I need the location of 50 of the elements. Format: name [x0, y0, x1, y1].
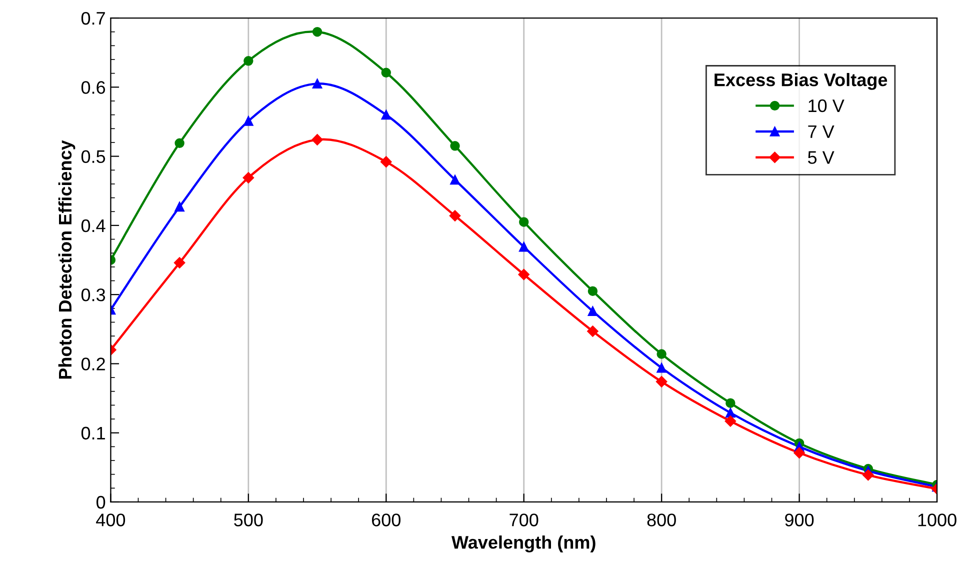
y-tick-label: 0.3: [81, 288, 106, 302]
y-tick-label: 0.7: [81, 12, 105, 25]
point: [174, 202, 184, 212]
point: [449, 210, 461, 222]
point: [588, 286, 598, 296]
y-tick-label: 0.6: [81, 81, 106, 94]
point: [312, 26, 322, 37]
x-tick-label: 600: [372, 514, 400, 526]
point: [174, 138, 184, 148]
point: [656, 376, 668, 388]
point: [380, 156, 392, 168]
x-axis-title: Wavelength (nm): [451, 535, 596, 552]
point: [450, 141, 460, 151]
point: [518, 242, 529, 252]
point: [862, 469, 874, 481]
point: [794, 447, 805, 458]
point: [381, 110, 391, 120]
y-tick-label: 0: [96, 496, 106, 509]
point: [587, 326, 598, 337]
x-tick-label: 500: [234, 514, 263, 526]
x-tick-label: 800: [647, 514, 676, 526]
x-tick-label: 900: [785, 514, 814, 526]
point: [726, 398, 736, 408]
point: [724, 415, 736, 427]
point: [518, 217, 529, 227]
x-tick-label: 700: [510, 514, 538, 526]
point: [450, 174, 460, 185]
point: [656, 362, 666, 373]
y-tick-label: 0.2: [81, 358, 105, 370]
y-tick-label: 0.5: [81, 150, 106, 164]
x-tick-label: 1000: [918, 514, 956, 526]
point: [174, 257, 186, 268]
point: [244, 56, 254, 66]
point: [312, 134, 323, 146]
legend-label: 7 V: [808, 125, 834, 138]
point: [656, 349, 666, 359]
legend-label: 10 V: [808, 99, 844, 112]
point: [242, 172, 254, 184]
point: [518, 268, 530, 280]
y-axis-title: Photon Detection Efficiency: [58, 140, 76, 379]
legend-title: Excess Bias Voltage: [714, 72, 888, 90]
point: [381, 68, 391, 78]
point: [726, 408, 736, 418]
point: [312, 78, 322, 89]
legend-label: 5 V: [808, 151, 834, 164]
x-tick-label: 400: [96, 514, 126, 526]
y-tick-label: 0.4: [81, 219, 106, 232]
point: [588, 306, 598, 316]
y-tick-label: 0.1: [81, 426, 105, 440]
point: [244, 116, 254, 126]
